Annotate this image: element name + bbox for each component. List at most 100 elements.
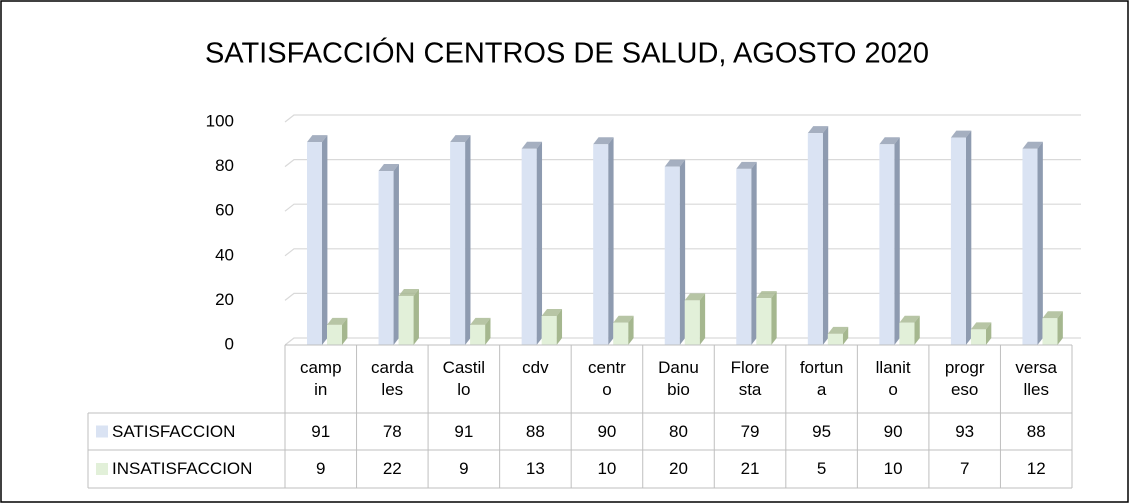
bar-top <box>879 137 900 145</box>
bar <box>1022 148 1038 345</box>
bar-top <box>827 326 849 334</box>
bar <box>736 168 752 345</box>
table-value: 91 <box>454 421 474 441</box>
bar <box>541 316 557 345</box>
bar-top <box>613 315 634 323</box>
bar <box>1042 318 1058 345</box>
bar-top <box>1042 311 1063 319</box>
table-value: 21 <box>740 459 760 478</box>
bar-side <box>485 317 491 345</box>
bar-side <box>556 309 563 345</box>
y-tick-label: 60 <box>215 201 234 220</box>
x-tick-label: campin <box>299 358 342 399</box>
bar-side <box>1057 311 1063 345</box>
bar-side <box>393 164 399 345</box>
table-value: 90 <box>883 421 903 441</box>
bar <box>664 166 680 345</box>
x-tick-label: progreso <box>944 358 985 399</box>
bar-top <box>664 159 686 167</box>
x-tick-label: Castillo <box>442 358 486 399</box>
bar-side <box>413 288 419 345</box>
bar-top <box>950 130 972 138</box>
bar-top <box>1022 141 1043 149</box>
y-tick-label: 20 <box>215 290 234 309</box>
bar-top <box>450 135 471 143</box>
table-value: 91 <box>311 421 331 441</box>
x-tick-label: fortuna <box>799 358 844 399</box>
x-tick-label: cardales <box>371 358 414 399</box>
table-value: 5 <box>816 459 827 478</box>
bar-side <box>842 326 849 345</box>
bar <box>950 137 966 345</box>
bar-side <box>965 130 972 345</box>
bar <box>327 324 342 345</box>
bar <box>756 298 772 345</box>
bar-side <box>679 159 686 345</box>
y-tick-label: 100 <box>206 111 234 130</box>
table-value: 88 <box>525 421 545 441</box>
table-value: 79 <box>740 421 760 441</box>
bar <box>613 322 629 345</box>
bar <box>827 333 843 345</box>
bar-side <box>914 315 920 345</box>
bar-top <box>807 126 829 134</box>
bar-side <box>894 137 900 345</box>
table-value: 13 <box>525 459 545 478</box>
bar <box>899 322 915 345</box>
x-tick-label: Floresta <box>730 358 770 399</box>
bar-top <box>899 315 920 323</box>
y-tick-label: 0 <box>225 334 234 353</box>
bar-top <box>593 137 614 145</box>
bar-top <box>684 293 706 301</box>
table-value: 9 <box>316 459 326 478</box>
legend-key <box>96 463 108 475</box>
table-value: 12 <box>1026 459 1046 478</box>
bar-top <box>521 141 543 149</box>
bar-top <box>470 317 491 325</box>
bar-side <box>628 315 634 345</box>
bar-side <box>822 126 829 346</box>
table-value: 88 <box>1026 421 1046 441</box>
bar-top <box>378 164 399 172</box>
table-value: 93 <box>955 421 975 441</box>
bar-top <box>307 135 328 143</box>
x-tick-label: centro <box>588 358 626 399</box>
bar-side <box>751 161 757 345</box>
legend-label: INSATISFACCION <box>112 459 253 478</box>
y-tick-label: 40 <box>215 245 234 264</box>
bar-side <box>322 135 328 345</box>
bar <box>521 148 537 345</box>
table-value: 90 <box>597 421 617 441</box>
x-tick-label: Danubio <box>658 358 699 399</box>
table-value: 10 <box>883 459 903 478</box>
bar <box>398 295 414 345</box>
bar-top <box>541 309 563 317</box>
table-value: 9 <box>459 459 469 478</box>
bar <box>378 171 394 345</box>
table-value: 20 <box>669 459 688 478</box>
legend-key <box>96 425 108 438</box>
x-tick-label: llanito <box>875 358 911 399</box>
bar-side <box>771 291 777 345</box>
table-value: 95 <box>812 421 832 441</box>
table-value: 7 <box>959 459 970 478</box>
grid-line <box>284 114 1081 123</box>
table-value: 78 <box>382 421 402 441</box>
bar-side <box>465 135 471 345</box>
table-value: 10 <box>597 459 617 478</box>
bar <box>593 144 609 345</box>
bar-top <box>327 317 348 325</box>
x-tick-label: cdv <box>522 358 549 377</box>
bar <box>879 144 895 345</box>
bar-side <box>608 137 614 345</box>
bar-top <box>398 288 419 296</box>
bar <box>450 142 466 345</box>
x-tick-label: versalles <box>1015 358 1057 399</box>
bar-top <box>756 291 777 299</box>
bar-top <box>970 322 992 330</box>
bar-side <box>342 317 348 345</box>
bar-top <box>736 161 757 169</box>
